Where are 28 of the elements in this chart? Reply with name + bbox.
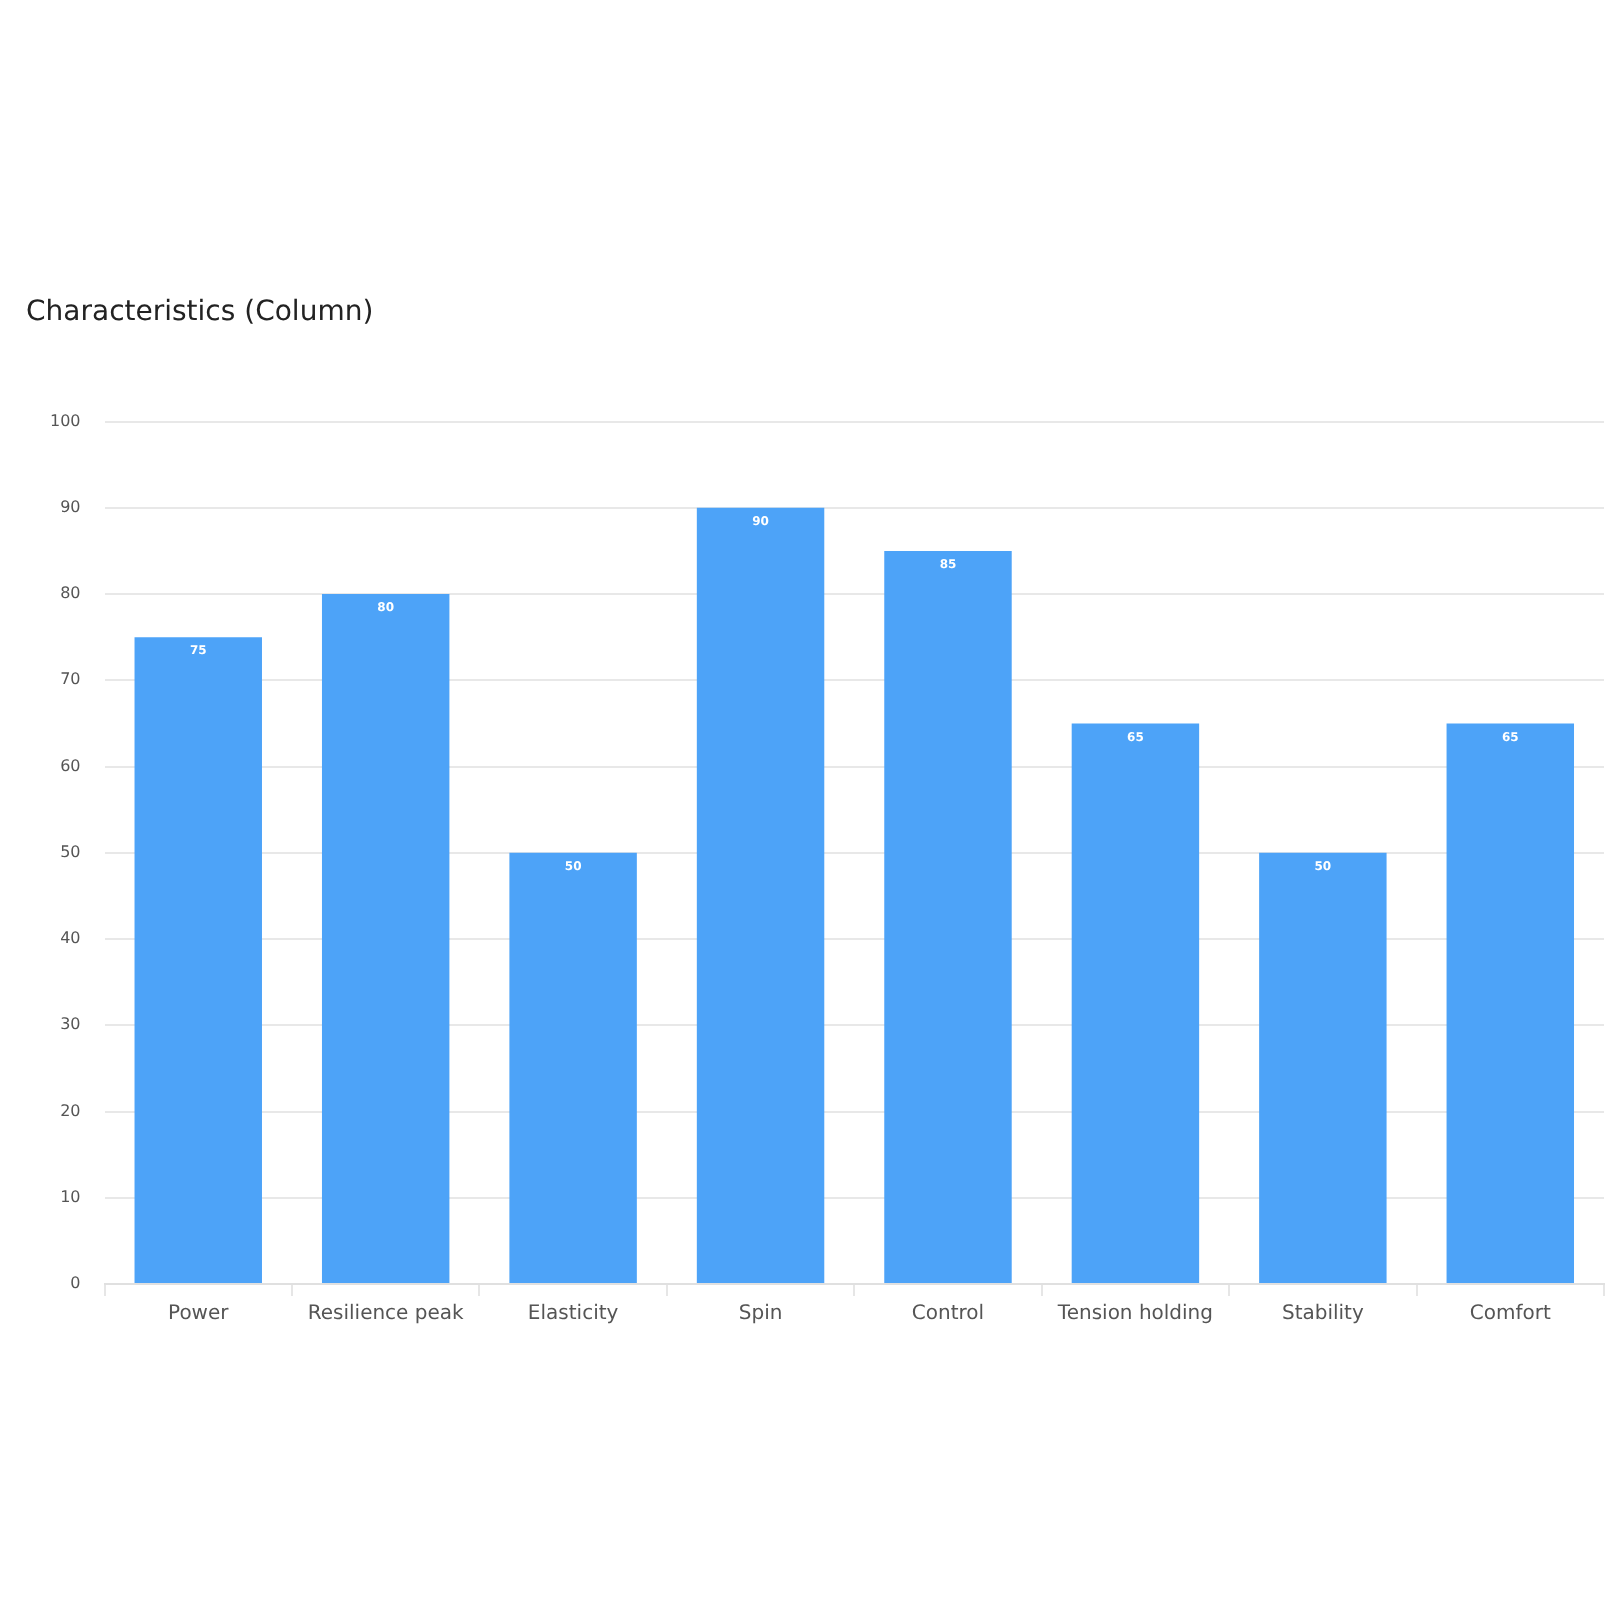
y-tick-label: 90 bbox=[60, 498, 81, 516]
x-tick-label: Power bbox=[168, 1303, 231, 1326]
y-tick-label: 60 bbox=[60, 756, 81, 775]
y-tick-label: 0 bbox=[70, 1274, 81, 1293]
y-tick-label: 20 bbox=[60, 1101, 81, 1120]
x-tick-label: Comfort bbox=[1469, 1303, 1551, 1326]
x-tick-label: Tension holding bbox=[1055, 1303, 1213, 1326]
y-tick-label: 30 bbox=[60, 1015, 81, 1034]
bar bbox=[1071, 723, 1200, 1283]
y-tick-label: 100 bbox=[49, 411, 81, 430]
y-tick-label: 50 bbox=[60, 842, 81, 861]
bar bbox=[1446, 723, 1575, 1283]
bar bbox=[696, 507, 825, 1283]
chart-title: Characteristics (Column) bbox=[26, 296, 374, 329]
bar bbox=[884, 550, 1012, 1283]
x-tick-label: Elasticity bbox=[527, 1303, 619, 1326]
x-tick-label: Resilience peak bbox=[307, 1303, 465, 1326]
y-tick-label: 10 bbox=[60, 1187, 81, 1206]
bar bbox=[134, 637, 262, 1283]
bar bbox=[509, 852, 637, 1283]
bar bbox=[1259, 852, 1387, 1283]
y-tick-label: 80 bbox=[60, 584, 81, 603]
x-tick-label: Stability bbox=[1281, 1303, 1364, 1326]
x-tick-label: Spin bbox=[738, 1303, 783, 1326]
x-tick-label: Control bbox=[911, 1303, 985, 1326]
y-tick-label: 70 bbox=[60, 670, 81, 689]
bar bbox=[321, 594, 450, 1283]
y-tick-label: 40 bbox=[60, 929, 81, 948]
